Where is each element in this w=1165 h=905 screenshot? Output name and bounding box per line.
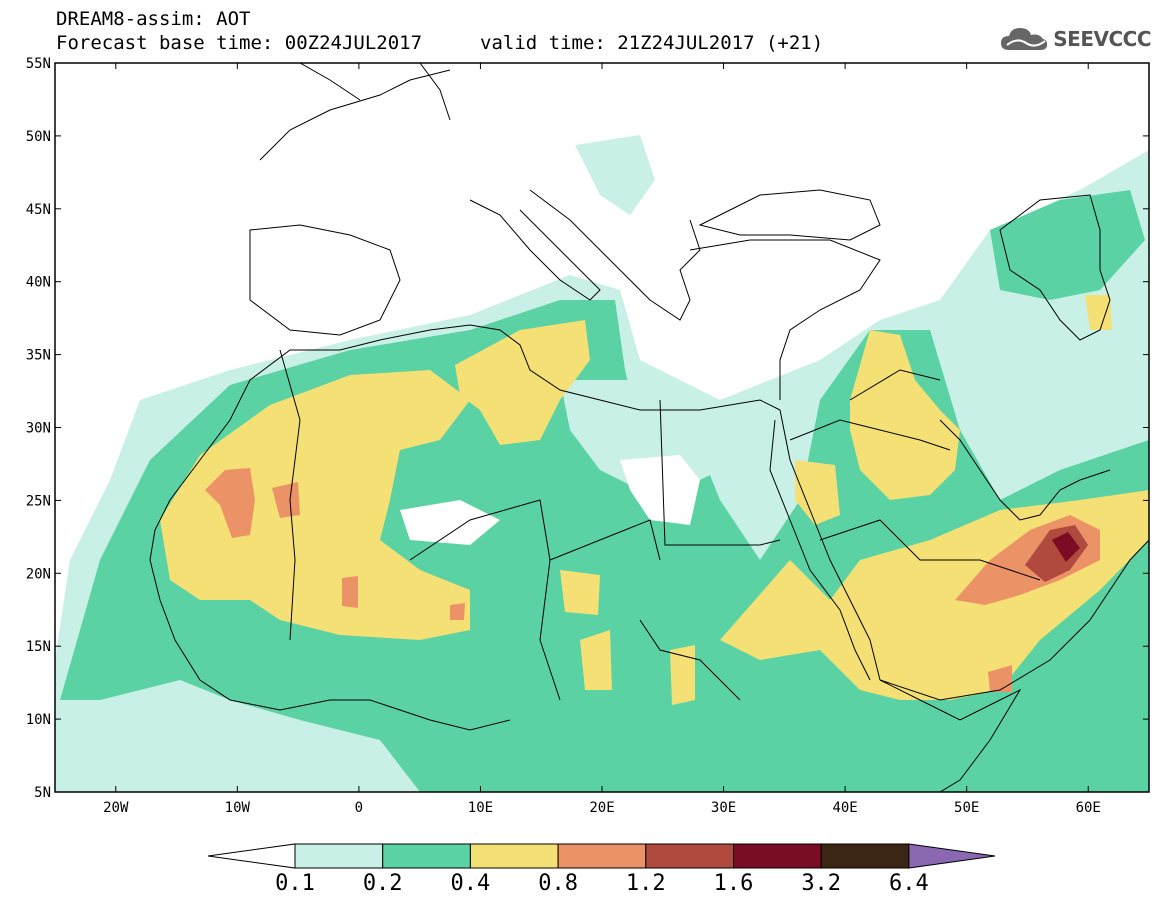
lon-tick-label: 10E <box>468 800 493 816</box>
lat-axis: 55N 50N 45N 40N 35N 30N 25N 20N 15N 10N 5N <box>26 56 1149 801</box>
lat-tick-label: 25N <box>26 493 51 509</box>
coast-gulf <box>939 419 1111 521</box>
valid-time: valid time: 21Z24JUL2017 (+21) <box>480 32 824 54</box>
aot-clear-egypt <box>620 455 700 525</box>
lon-tick-label: 50E <box>954 800 979 816</box>
coast-balkans-greece <box>529 189 701 321</box>
aot-level-0.4-darfur <box>670 645 695 705</box>
aot-clear-sahara <box>400 500 500 545</box>
aot-level-0.2-caspian <box>990 190 1145 300</box>
aot-level-0.4-sudan <box>560 570 600 615</box>
aot-level-0.1-balkans <box>575 135 655 215</box>
time-info: Forecast base time: 00Z24JUL2017 valid ti… <box>56 32 823 54</box>
cloud-icon <box>1001 28 1048 50</box>
lat-tick-label: 5N <box>34 785 51 801</box>
aot-level-0.8-chad <box>450 603 465 620</box>
coast-turkey-levant <box>689 239 881 400</box>
lat-tick-label: 20N <box>26 566 51 582</box>
chart-title: DREAM8-assim: AOT <box>56 8 251 30</box>
colorbar-segment <box>820 843 910 869</box>
colorbar-segment <box>733 843 822 869</box>
logo: SEEVCCC <box>999 24 1151 54</box>
logo-text: SEEVCCC <box>1053 27 1151 51</box>
coast-arabia <box>879 539 1149 701</box>
lat-tick-label: 10N <box>26 712 51 728</box>
colorbar-high-end <box>908 843 996 869</box>
lon-tick-label: 10W <box>225 800 251 816</box>
coast-europe-north <box>259 63 451 161</box>
colorbar-level-label: 1.2 <box>626 871 666 896</box>
borders-africa <box>279 349 781 701</box>
lat-tick-label: 15N <box>26 639 51 655</box>
aot-level-0.4-iraq <box>850 330 960 500</box>
lat-tick-label: 40N <box>26 275 51 291</box>
colorbar-level-label: 6.4 <box>889 871 929 896</box>
aot-level-0.4-levant <box>795 460 840 525</box>
aot-level-0.4-tunisia <box>455 320 590 445</box>
lon-tick-label: 40E <box>832 800 857 816</box>
aot-level-0.8-niger <box>342 576 358 608</box>
lon-axis: 20W 10W 0 10E 20E 30E 40E 50E 60E <box>103 63 1101 816</box>
lon-tick-label: 60E <box>1076 800 1101 816</box>
coastlines <box>149 63 1149 792</box>
colorbar: 0.1 0.2 0.4 0.8 1.2 1.6 3.2 6.4 <box>207 843 996 896</box>
coast-west-africa <box>149 339 511 731</box>
colorbar-level-label: 0.2 <box>363 871 403 896</box>
colorbar-level-label: 1.6 <box>714 871 754 896</box>
colorbar-level-label: 0.8 <box>538 871 578 896</box>
aot-level-0.8-mauritania <box>205 468 255 538</box>
lat-tick-label: 45N <box>26 202 51 218</box>
lon-tick-label: 20E <box>589 800 614 816</box>
colorbar-level-label: 0.4 <box>451 871 491 896</box>
lon-tick-label: 0 <box>355 800 363 816</box>
lat-tick-label: 55N <box>26 56 51 72</box>
lat-tick-label: 30N <box>26 421 51 437</box>
aot-level-0.4-caspian <box>1085 295 1112 330</box>
coast-north-africa <box>379 324 781 411</box>
lon-tick-label: 30E <box>711 800 736 816</box>
base-time: Forecast base time: 00Z24JUL2017 <box>56 32 423 54</box>
colorbar-segment <box>645 843 734 869</box>
aot-level-0.4-chad <box>580 630 612 690</box>
lat-tick-label: 50N <box>26 129 51 145</box>
aot-level-0.8-mali <box>272 482 300 518</box>
aot-level-1.6-oman <box>1052 532 1080 562</box>
coast-horn <box>879 679 1022 792</box>
colorbar-segment <box>294 843 384 869</box>
aot-level-0.8-yemen <box>988 665 1012 692</box>
colorbar-level-label: 3.2 <box>801 871 841 896</box>
lat-tick-label: 35N <box>26 348 51 364</box>
borders-middle-east <box>789 369 1041 581</box>
coast-iberia <box>249 224 401 336</box>
coast-red-sea <box>769 409 881 681</box>
colorbar-segment <box>382 843 471 869</box>
colorbar-low-end <box>207 843 296 869</box>
aot-level-0.4-westsahara <box>160 370 470 640</box>
coast-caspian <box>999 194 1111 341</box>
coast-black-sea <box>698 189 881 241</box>
lon-tick-label: 20W <box>103 800 129 816</box>
colorbar-level-label: 0.1 <box>275 871 315 896</box>
colorbar-segment <box>469 843 559 869</box>
colorbar-segment <box>557 843 647 869</box>
coast-italy <box>469 199 601 301</box>
